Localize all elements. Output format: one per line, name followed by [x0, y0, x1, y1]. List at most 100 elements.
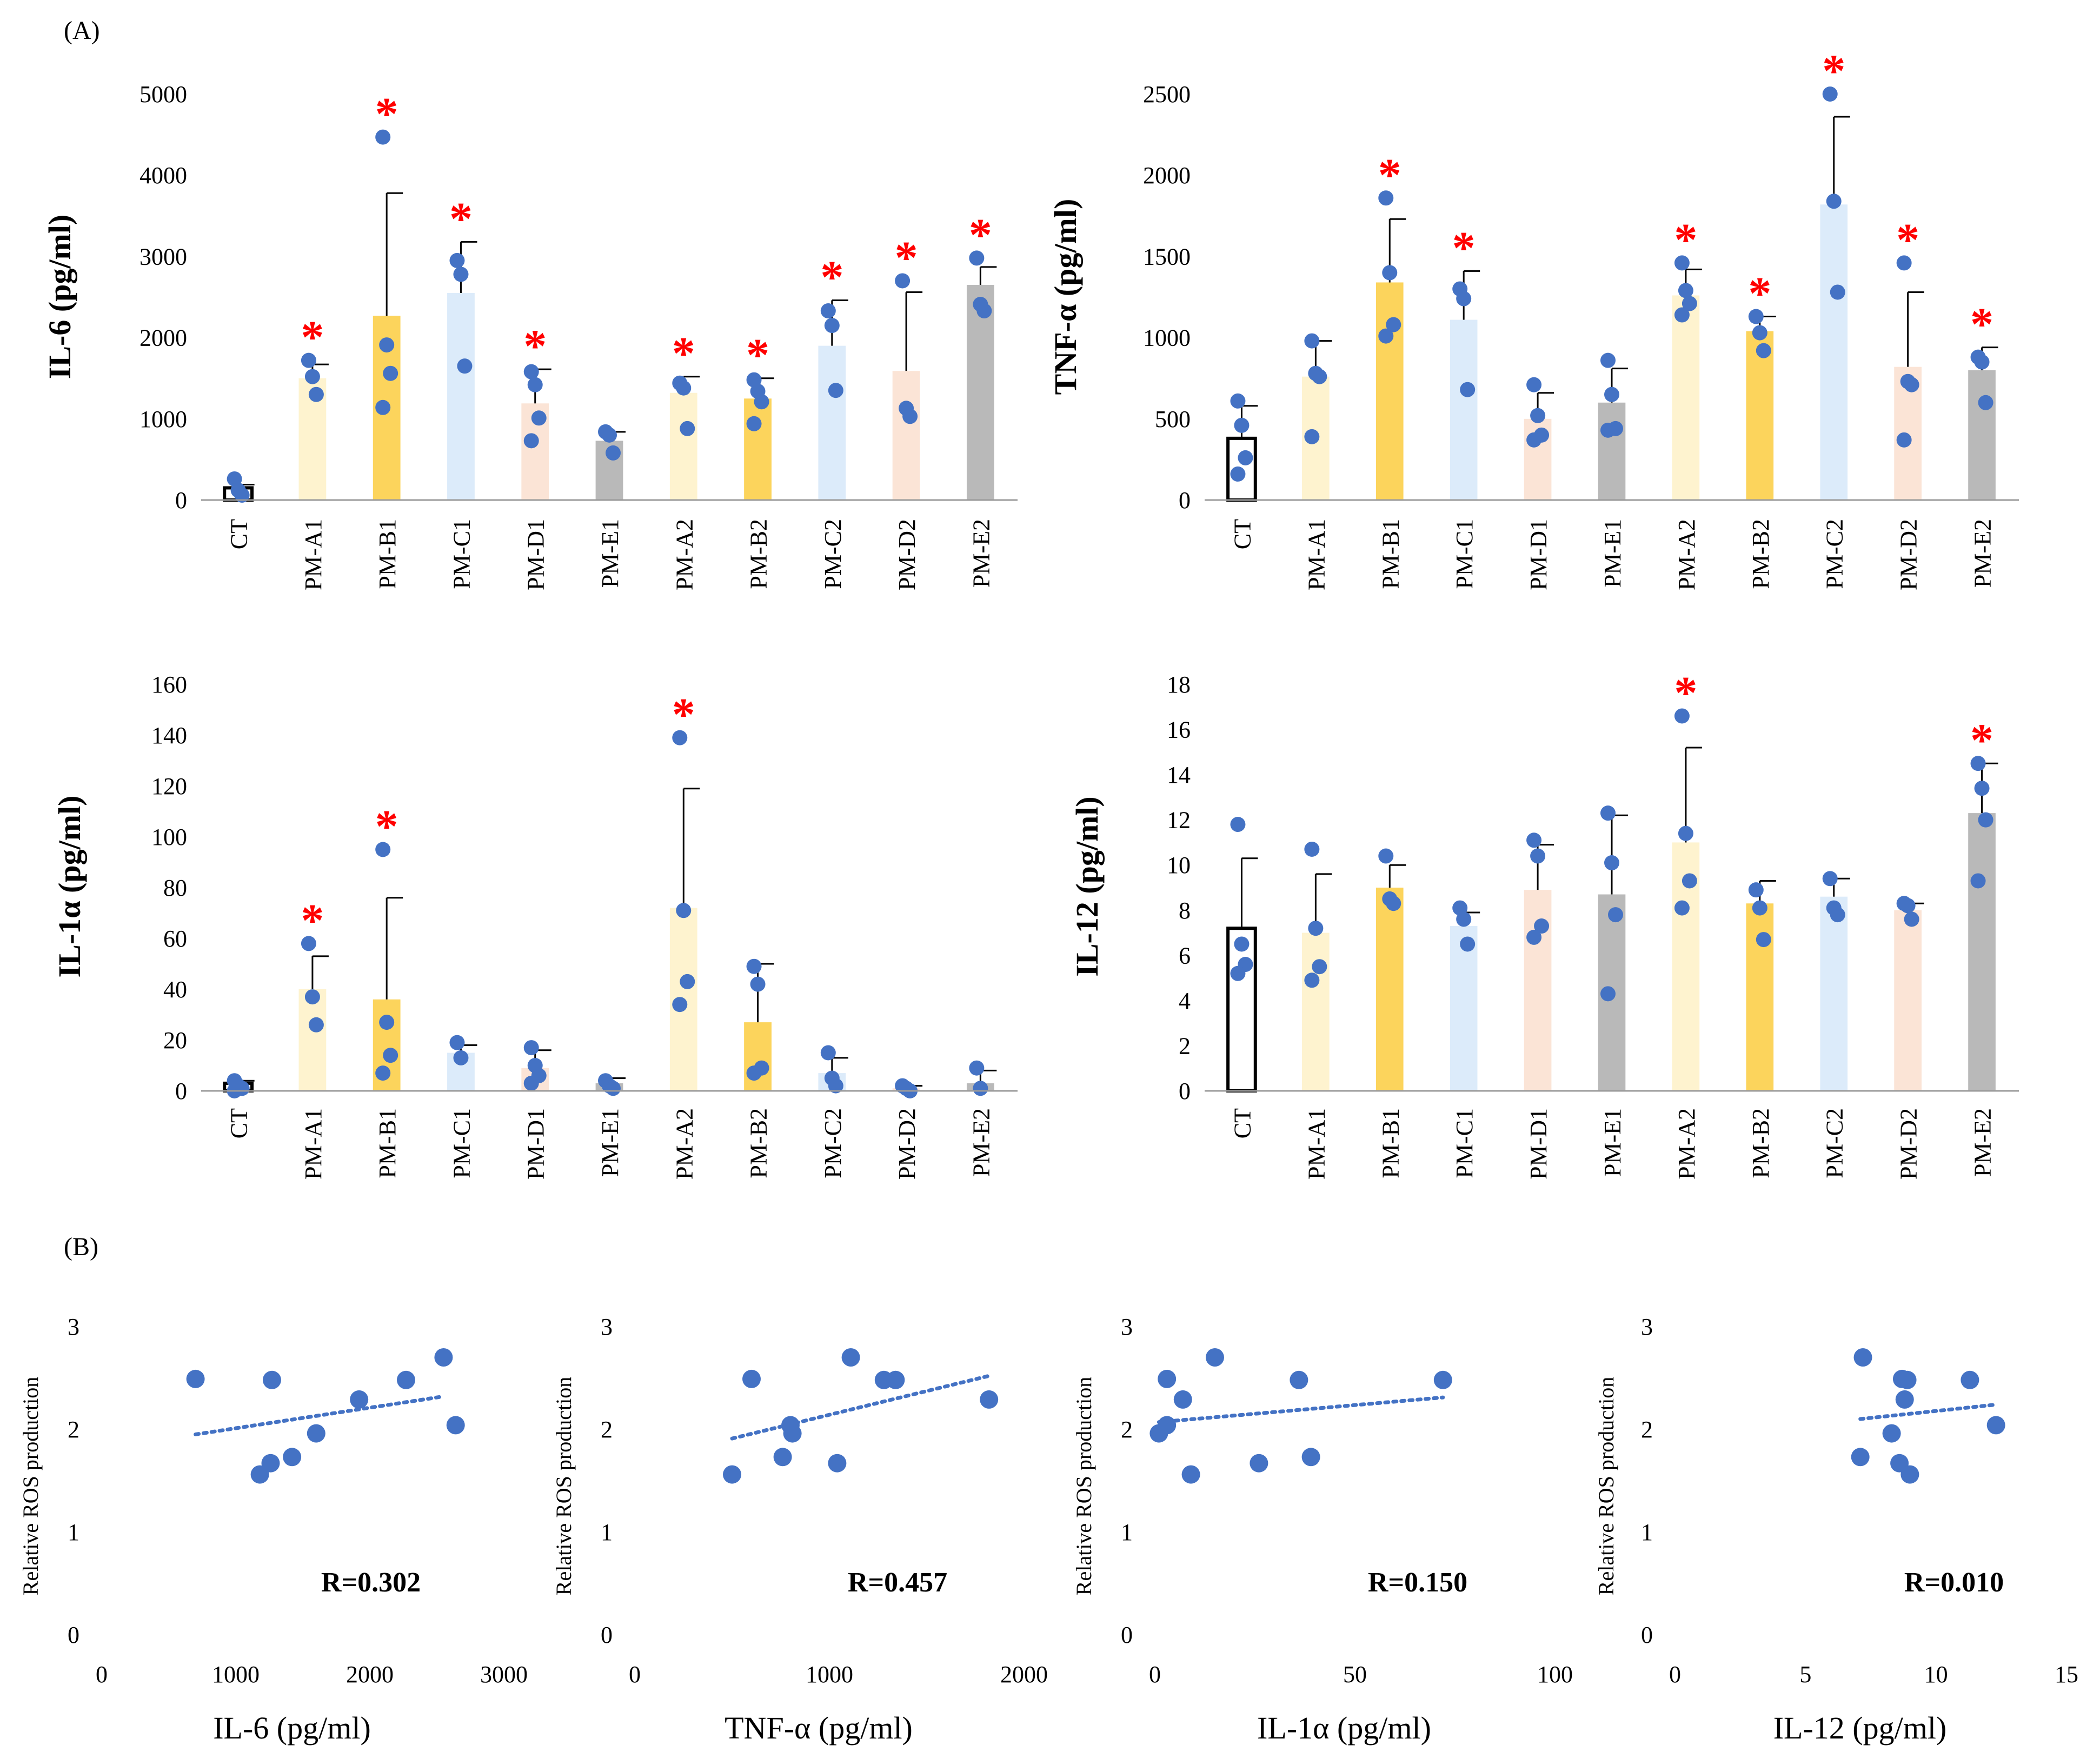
data-point	[1238, 450, 1253, 465]
trendline	[730, 1374, 991, 1441]
scatter-point	[980, 1390, 999, 1409]
data-point	[1600, 352, 1616, 368]
category-label: PM-E2	[1970, 519, 1996, 588]
category-label: PM-C2	[820, 519, 846, 589]
data-point	[1978, 395, 1993, 410]
y-tick-label: 2000	[1143, 162, 1191, 189]
significance-star: *	[1970, 298, 1993, 350]
ros-vs-il6-scatter: Relative ROS production 0 1 2 3 0 1000 2000 3000…	[18, 1314, 528, 1746]
category-label: PM-C2	[1822, 1108, 1848, 1178]
data-point	[746, 372, 762, 388]
data-point	[1460, 382, 1476, 397]
category-label: PM-D2	[1896, 519, 1922, 590]
scatter-point	[1853, 1348, 1872, 1367]
data-point	[1896, 432, 1912, 448]
y-tick-label: 2	[601, 1416, 613, 1443]
scatter-point	[283, 1448, 302, 1467]
category-label: PM-B1	[374, 519, 401, 589]
data-point	[1970, 873, 1986, 889]
y-axis-label: Relative ROS production	[1594, 1377, 1618, 1595]
data-point	[680, 974, 695, 989]
category-label: PM-E1	[1599, 1108, 1626, 1177]
data-point	[1304, 841, 1320, 857]
correlation-label: R=0.150	[1368, 1567, 1467, 1598]
data-point	[969, 1060, 985, 1076]
data-point	[1378, 848, 1394, 864]
category-label: PM-A1	[300, 519, 327, 590]
bar	[1375, 282, 1404, 500]
ros-vs-il1a-scatter: Relative ROS production 0 1 2 3 0 50 100 IL-1α (…	[1072, 1314, 1573, 1746]
y-tick-label: 160	[151, 671, 187, 698]
significance-star: *	[301, 894, 324, 946]
y-axis-label: IL-1α (pg/ml)	[52, 796, 87, 978]
significance-star: *	[1674, 214, 1697, 265]
data-point	[527, 377, 543, 392]
data-point	[1230, 817, 1246, 832]
data-point	[1378, 328, 1394, 344]
data-point	[1604, 855, 1619, 871]
data-point	[1304, 333, 1320, 349]
scatter-point	[396, 1370, 415, 1389]
scatter-point	[1181, 1465, 1200, 1484]
il1a-bar-chart: IL-1α (pg/ml) 0 20 40 60 80 100 120 140 160 CT * PM-…	[52, 671, 1018, 1180]
scatter-point	[1173, 1390, 1192, 1409]
category-label: PM-B2	[1747, 1108, 1774, 1178]
data-point	[383, 1048, 398, 1063]
bar	[1968, 813, 1996, 1091]
scatter-point	[886, 1370, 905, 1389]
scatter-point	[1900, 1465, 1919, 1484]
data-point	[676, 380, 692, 396]
scatter-point	[828, 1454, 847, 1473]
data-point	[234, 487, 250, 503]
data-point	[1526, 377, 1542, 392]
data-point	[1978, 812, 1993, 828]
category-label: PM-E2	[968, 519, 994, 588]
ros-vs-tnfa-scatter: Relative ROS production 0 1 2 3 0 1000 2000 TNF-…	[551, 1314, 1048, 1746]
y-axis-label: TNF-α (pg/ml)	[1048, 199, 1083, 395]
data-point	[824, 318, 840, 334]
y-tick-label: 1	[1641, 1519, 1653, 1546]
category-label: PM-E1	[597, 1108, 623, 1177]
data-point	[1608, 907, 1623, 923]
y-tick-label: 100	[151, 824, 187, 850]
y-tick-label: 0	[601, 1622, 613, 1648]
data-point	[1904, 911, 1919, 927]
y-axis-label: IL-6 (pg/ml)	[42, 215, 77, 379]
y-tick-label: 2000	[139, 325, 187, 351]
significance-star: *	[969, 209, 992, 261]
data-point	[375, 129, 391, 145]
data-point	[457, 358, 473, 374]
data-point	[976, 303, 992, 319]
significance-star: *	[820, 251, 843, 303]
category-label: CT	[226, 519, 252, 549]
ros-vs-il12-scatter: Relative ROS production 0 1 2 3 0 5 10 15 IL-12 (…	[1594, 1314, 2078, 1746]
data-point	[1974, 354, 1990, 370]
data-point	[1460, 936, 1476, 952]
bar	[744, 398, 772, 500]
category-label: PM-E1	[597, 519, 623, 588]
category-label: PM-C1	[1451, 519, 1478, 589]
x-tick-label: 0	[629, 1661, 641, 1688]
data-point	[1678, 283, 1693, 298]
scatter-point	[1851, 1448, 1870, 1467]
category-label: PM-C2	[820, 1108, 846, 1178]
y-tick-label: 3	[1641, 1314, 1653, 1340]
y-tick-label: 2500	[1143, 81, 1191, 108]
data-point	[1748, 309, 1764, 324]
data-point	[1756, 343, 1771, 358]
correlation-label: R=0.010	[1904, 1567, 2004, 1598]
correlation-label: R=0.302	[321, 1567, 421, 1598]
data-point	[1386, 896, 1401, 911]
category-label: PM-A1	[1303, 519, 1330, 590]
data-point	[1456, 911, 1472, 927]
data-point	[523, 433, 539, 449]
y-tick-label: 2	[68, 1416, 79, 1443]
y-tick-label: 80	[163, 875, 187, 901]
data-point	[676, 903, 692, 918]
bar	[1450, 319, 1478, 500]
data-point	[227, 471, 242, 487]
y-tick-label: 1000	[1143, 325, 1191, 351]
category-label: PM-E1	[1599, 519, 1626, 588]
